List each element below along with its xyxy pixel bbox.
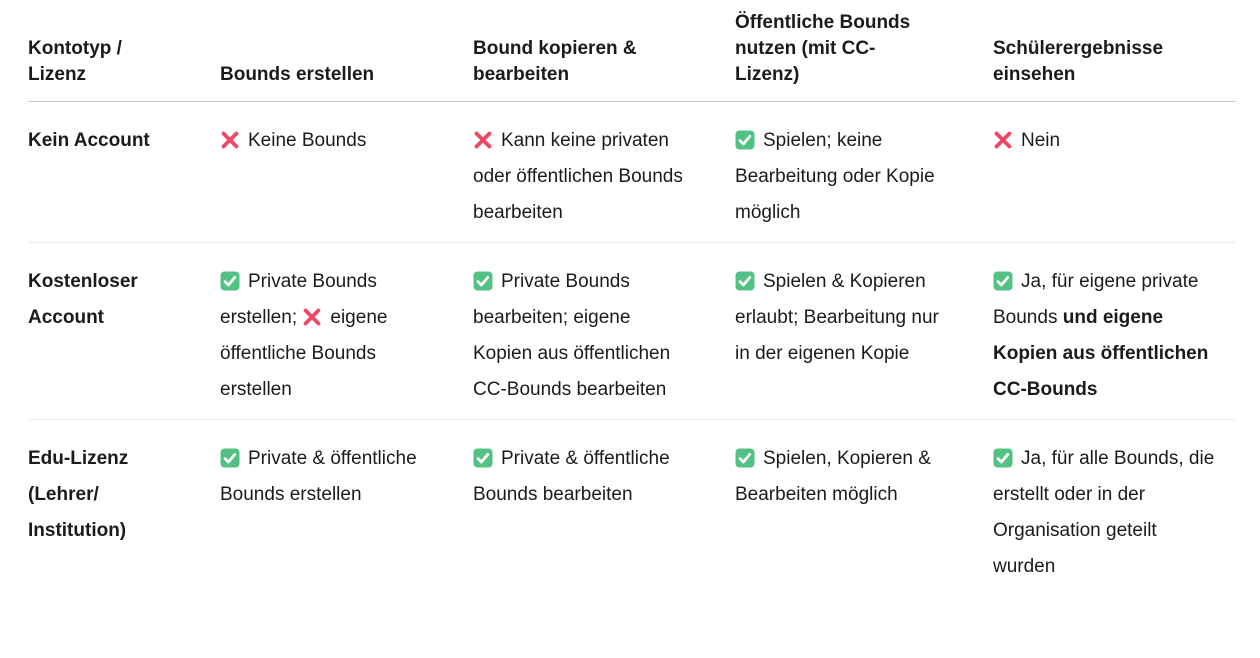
cell-text: Kann keine privaten oder öffentlichen Bo… <box>473 130 683 223</box>
cell-text: Nein <box>1021 130 1061 151</box>
check-icon <box>735 130 755 150</box>
account-permissions-table: Kontotyp / Lizenz Bounds erstellen Bound… <box>28 0 1236 596</box>
check-icon <box>993 271 1013 291</box>
table-cell: Private Bounds bearbeiten; eigene Kopien… <box>473 242 735 420</box>
cell-text: Keine Bounds <box>248 130 367 151</box>
cross-icon <box>473 130 493 150</box>
table-cell: Spielen & Kopieren erlaubt; Bearbeitung … <box>735 242 993 420</box>
table-cell: Keine Bounds <box>220 101 473 243</box>
table-cell: Spielen, Kopieren & Bearbeiten möglich <box>735 420 993 597</box>
check-icon <box>735 448 755 468</box>
table-header: Kontotyp / Lizenz Bounds erstellen Bound… <box>28 0 1236 102</box>
table-cell: Ja, für eigene private Bounds und eigene… <box>993 242 1236 420</box>
table-cell: Kann keine privaten oder öffentlichen Bo… <box>473 101 735 243</box>
table-body: Kein Account Keine Bounds Kann keine priva… <box>28 101 1236 597</box>
cell-text: Private & öffentliche Bounds erstellen <box>220 448 417 505</box>
table-row: Kein Account Keine Bounds Kann keine priva… <box>28 101 1236 243</box>
cell-text-bold: und eigene Kopien aus öffentlichen CC-Bo… <box>993 307 1209 400</box>
table-cell: Private & öffentliche Bounds erstellen <box>220 420 473 597</box>
table-row: Edu-Lizenz (Lehrer/ Institution) Private … <box>28 420 1236 597</box>
cell-text: Private Bounds erstellen; <box>220 271 377 328</box>
table-row: Kostenloser Account Private Bounds erstel… <box>28 242 1236 420</box>
cell-text: eigene öffentliche Bounds erstellen <box>220 307 388 400</box>
cross-icon <box>993 130 1013 150</box>
table-cell: Private Bounds erstellen; eigene öffentl… <box>220 242 473 420</box>
table-cell: Spielen; keine Bearbeitung oder Kopie mö… <box>735 101 993 243</box>
table-cell: Nein <box>993 101 1236 243</box>
row-label: Edu-Lizenz (Lehrer/ Institution) <box>28 448 129 541</box>
cell-text: Ja, für eigene private Bounds <box>993 271 1199 328</box>
row-label: Kostenloser Account <box>28 242 220 420</box>
table-cell: Ja, für alle Bounds, die erstellt oder i… <box>993 420 1236 597</box>
check-icon <box>993 448 1013 468</box>
check-icon <box>220 271 240 291</box>
column-header-kontotyp-lizenz: Kontotyp / Lizenz <box>28 0 220 102</box>
cross-icon <box>302 307 322 327</box>
cell-text: Spielen & Kopieren erlaubt; Bearbeitung … <box>735 271 939 364</box>
cell-text: Private Bounds bearbeiten; eigene Kopien… <box>473 271 671 400</box>
table-cell: Private & öffentliche Bounds bearbeiten <box>473 420 735 597</box>
cell-text: Spielen, Kopieren & Bearbeiten möglich <box>735 448 931 505</box>
cross-icon <box>220 130 240 150</box>
check-icon <box>735 271 755 291</box>
column-header-bounds-erstellen: Bounds erstellen <box>220 0 473 102</box>
cell-text: Private & öffentliche Bounds bearbeiten <box>473 448 670 505</box>
check-icon <box>473 448 493 468</box>
header-row: Kontotyp / Lizenz Bounds erstellen Bound… <box>28 0 1236 102</box>
column-header-bound-kopieren: Bound kopieren & bearbeiten <box>473 0 735 102</box>
column-header-oeffentliche-bounds: Öffentliche Bounds nutzen (mit CC-Lizenz… <box>735 0 993 102</box>
cell-text: Spielen; keine Bearbeitung oder Kopie mö… <box>735 130 935 223</box>
row-label: Kein Account <box>28 101 220 243</box>
check-icon <box>220 448 240 468</box>
cell-text: Ja, für alle Bounds, die erstellt oder i… <box>993 448 1215 577</box>
column-header-schuelerergebnisse: Schülerergebnisse einsehen <box>993 0 1236 102</box>
check-icon <box>473 271 493 291</box>
